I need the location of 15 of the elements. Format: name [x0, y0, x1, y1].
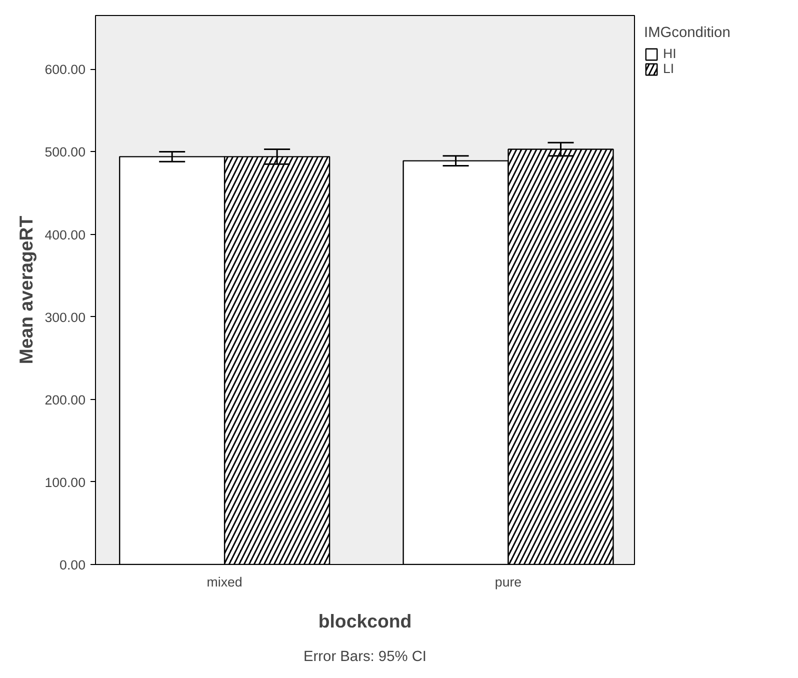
- y-tick-label: 100.00: [44, 474, 86, 490]
- text: Error Bars: 95% CI: [304, 649, 426, 665]
- y-tick-label: 600.00: [44, 62, 86, 78]
- legend-label: LI: [663, 61, 676, 76]
- y-tick-label: 500.00: [44, 144, 86, 160]
- y-tick-label: 0.00: [60, 558, 86, 572]
- y-tick-label: 300.00: [44, 310, 86, 325]
- legend-title: IMGcondition: [644, 25, 730, 41]
- y-axis-title: Mean averageRT: [16, 215, 37, 364]
- x-axis-title: blockcond: [318, 610, 412, 632]
- legend-label: HI: [663, 46, 678, 61]
- x-tick-label: mixed: [206, 574, 242, 590]
- y-tick-label: 400.00: [44, 227, 86, 242]
- y-tick-label: 200.00: [44, 392, 86, 408]
- x-tick-label: pure: [494, 574, 522, 590]
